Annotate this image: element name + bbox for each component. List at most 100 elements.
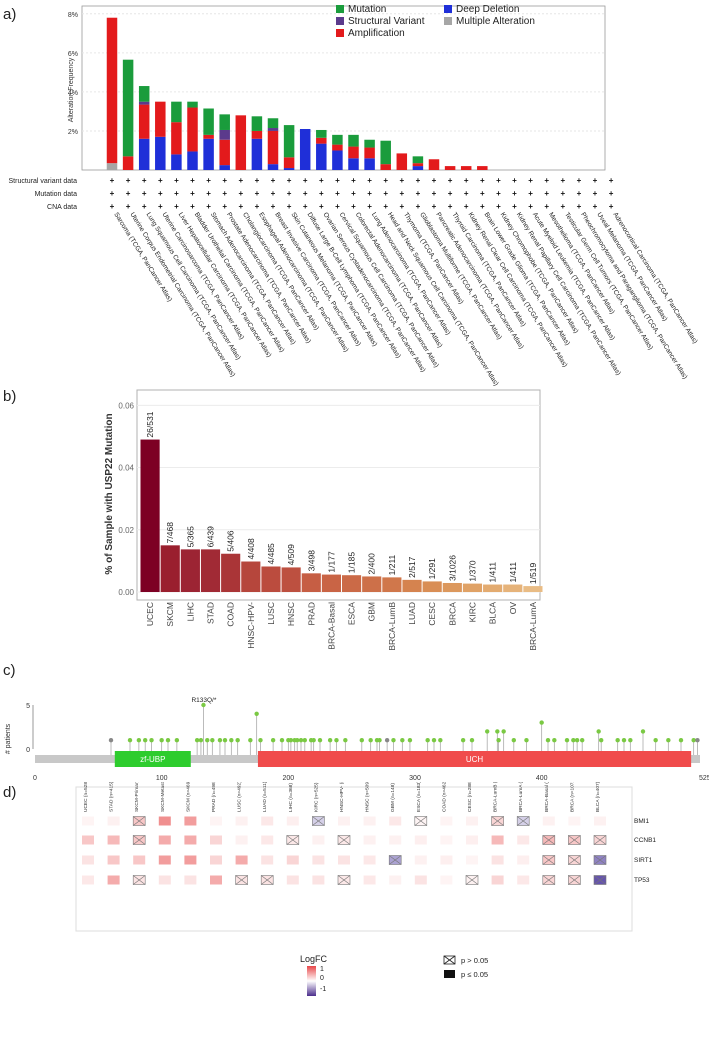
data-labels: 26/531 7/468 5/365 6/439 5/406 4/408 4/485 4/50… [145,411,538,584]
data-label: 3/1026 [447,555,457,581]
ns-box [542,835,556,845]
row-marker: + [609,189,614,198]
lollipop-head [258,738,263,743]
row-marker: + [158,189,163,198]
bar-amplification-18 [396,153,408,170]
protein-track: zf-UBP UCH [35,751,700,767]
data-label: 2/400 [367,553,377,575]
heatmap-cell [491,875,504,885]
data-label: 1/291 [427,558,437,580]
lollipop-head [524,738,529,743]
data-label: 3/498 [306,550,316,572]
row-marker: + [222,202,227,211]
heatmap-cell [184,816,197,826]
heatmap-cell [158,835,171,845]
bar-deep_deletion-7 [219,165,230,170]
row-marker: + [544,202,549,211]
ns-box [286,835,300,845]
bar-amplification-17 [380,164,391,170]
bar-structural_variant-2 [138,101,150,105]
bar-BRCA-LumB [382,577,402,592]
legend-tick: 0 [320,975,324,982]
bars [106,17,488,170]
row-marker: + [399,202,404,211]
bar-amplification-15 [348,146,359,159]
row-marker: + [496,202,501,211]
heatmap-cell [363,816,376,826]
row-marker: + [206,176,211,185]
ns-box [260,875,274,885]
data-label: 1/411 [508,562,518,583]
row-marker: + [512,189,517,198]
data-label: 7/468 [165,522,175,544]
bar-STAD [200,549,221,592]
heatmap-cell [389,875,402,885]
row-marker: + [271,202,276,211]
heatmap-cell [184,855,197,865]
bar-amplification-22 [460,166,472,170]
lollipop-head [222,738,228,743]
x-tick-label: COAD [226,602,236,627]
legend-label-amplification: Amplification [348,28,405,39]
legend-colorbar [307,966,316,996]
heatmap-cell [82,855,94,865]
lollipop-head [194,738,200,743]
ns-box [465,875,479,885]
lollipop-head [198,738,204,743]
column-label: PRAD (n=498) [211,782,217,812]
row-marker: + [174,202,179,211]
x-tick-label: 400 [536,775,548,782]
bar-amplification-6 [203,134,214,139]
x-tick-label: 300 [409,775,421,782]
row-marker: + [287,189,292,198]
ns-cross [414,816,427,826]
ns-cross [491,816,504,826]
legend-tick: 1 [320,966,324,973]
lollipop-head [407,738,413,743]
bar-PRAD [301,573,321,592]
y-axis-label: # patients [5,723,12,754]
bar-amplification-21 [444,166,456,170]
bar-HNSC-HPV- [241,561,261,592]
ns-box [568,855,581,865]
heatmap-cell [312,835,325,845]
row-marker: + [367,176,372,185]
x-tick-label: KIRC [467,602,477,622]
row-marker: + [416,176,421,185]
ns-box [491,816,504,826]
bar-amplification-10 [267,130,279,165]
bar-amplification-0 [106,17,118,164]
x-tick-label: HNSC-HPV- [246,602,256,649]
heatmap-cell [82,816,94,826]
bar-BRCA [442,582,462,592]
lollipop-head [159,738,164,743]
lollipop-head [615,738,620,743]
column-label: SKCM (n=469) [185,782,191,812]
bar-amplification-1 [122,156,134,170]
data-label: 1/370 [467,560,477,582]
row-marker: + [480,176,485,185]
bar-mutation-14 [332,134,343,145]
x-tick-label: 100 [156,775,168,782]
legend-label-multiple_alteration: Multiple Alteration [456,16,535,27]
row-marker: + [577,202,582,211]
lollipop-head [317,738,323,743]
heatmap-cell [286,875,299,885]
row-marker: + [464,176,469,185]
column-label: LUAD (n=511) [262,782,268,812]
lollipop-head [511,738,516,743]
lollipop-head [431,738,437,743]
bar-deep_deletion-16 [364,158,375,170]
row-marker: + [142,189,147,198]
x-tick-label: LUSC [266,602,276,625]
row-marker: + [271,189,276,198]
bar-deep_deletion-14 [332,150,343,170]
ns-box [414,816,428,826]
x-tick-label: BLCA [488,602,498,625]
lollipop-head [235,738,240,743]
row-marker: + [432,202,437,211]
lollipop-head [174,738,180,743]
lollipop-head [666,738,671,743]
ns-box [568,835,581,845]
